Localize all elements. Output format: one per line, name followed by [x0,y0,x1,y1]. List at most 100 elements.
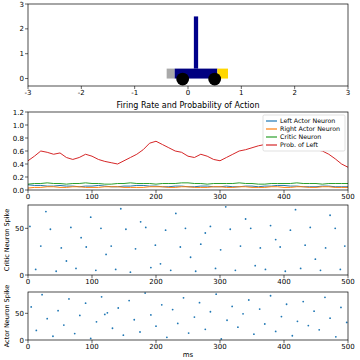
figure: -3-2-10123012301002003004005000.00.20.40… [0,0,360,360]
spike [90,216,92,218]
x-tick-label: 100 [85,343,98,351]
spike [200,243,202,245]
marks [28,140,348,188]
spike [215,293,217,295]
spike [79,315,81,317]
legend-label: Left Actor Neuron [280,117,335,124]
spike [204,328,206,330]
y-tick-label: 1.0 [13,122,24,130]
spike [270,225,272,227]
spike [130,271,132,273]
spike [220,338,222,340]
x-tick-label: 100 [85,193,98,201]
legend-label: Critic Neuron [280,133,321,140]
spike [41,294,43,296]
wheel [176,73,189,86]
spike [335,336,337,338]
spike [281,316,283,318]
x-tick-label: 0 [26,278,30,286]
spike [170,269,172,271]
legend-swatch [266,144,277,145]
x-tick-label: 400 [277,343,290,351]
spike [340,307,342,309]
y-tick [25,313,28,314]
y-tick-label: 0 [20,337,24,345]
x-tick-label: 200 [149,278,162,286]
spike [295,209,297,211]
panel-0: -3-2-101230123 [20,1,351,98]
spike [106,312,108,314]
spike [115,269,117,271]
y-tick [25,340,28,341]
spike [30,306,32,308]
spike [66,260,68,262]
x-tick-label: 400 [277,193,290,201]
y-tick-label: 3 [20,1,24,9]
y-tick [25,228,28,229]
spike [250,227,252,229]
spike [270,295,272,297]
spike [165,229,167,231]
y-tick [25,190,28,191]
spike [100,227,102,229]
wheel [208,73,221,86]
spike [40,245,42,247]
y-tick-label: 0 [20,75,24,83]
y-tick [25,275,28,276]
spike [177,323,179,325]
y-tick [25,53,28,54]
frame [28,112,348,190]
x-tick-label: 200 [149,343,162,351]
x-tick-label: 0 [186,89,190,97]
spike [314,258,316,260]
spike [183,297,185,299]
y-tick [25,125,28,126]
spike [313,310,315,312]
spike [29,226,31,228]
y-tick [25,177,28,178]
spike [210,311,212,313]
spike [46,318,48,320]
spike [154,244,156,246]
y-tick [25,112,28,113]
spike [179,246,181,248]
spike [63,324,65,326]
panel-2: 0100200300400500050Critic Neuron Spike [3,205,355,286]
spike [150,267,152,269]
cart-left [167,69,175,79]
spike [329,317,331,319]
spike [95,269,97,271]
y-tick-label: 1.2 [13,109,24,117]
spike [259,308,261,310]
spike [70,227,72,229]
spike [117,307,119,309]
series-line [28,140,348,167]
legend: Left Actor NeuronRight Actor NeuronCriti… [263,115,345,151]
spike [259,247,261,249]
spike [234,269,236,271]
y-tick [25,4,28,5]
spike [297,320,299,322]
frame [28,4,348,86]
x-tick-label: 0 [26,193,30,201]
y-tick-label: 0.2 [13,174,24,182]
spike [204,232,206,234]
spike [199,302,201,304]
title: Firing Rate and Probability of Action [116,101,259,110]
legend-label: Prob. of Left [280,141,318,148]
panel-1: 01002003004005000.00.20.40.60.81.01.2Lef… [13,101,355,201]
spike [80,237,82,239]
x-tick-label: -1 [131,89,138,97]
x-tick-label: 2 [292,89,296,97]
y-label: Actor Neuron Spike [3,285,11,347]
x-tick-label: 1 [239,89,243,97]
panel-3: 0100200300400500050Actor Neuron Spikems [3,285,355,359]
x-tick-label: -2 [78,89,85,97]
legend-swatch [266,120,277,121]
spike [122,334,124,336]
spike [300,268,302,270]
x-tick-label: 300 [213,278,226,286]
spike [128,300,130,302]
spike [226,319,228,321]
spike [248,299,250,301]
